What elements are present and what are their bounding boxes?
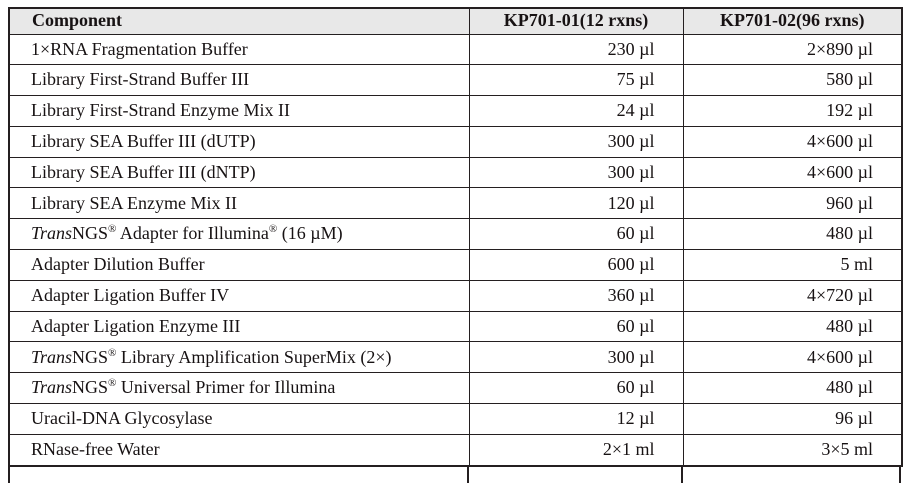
qty-12rxns-cell: 12 µl (468, 403, 684, 435)
component-text: 1×RNA Fragmentation Buffer (31, 38, 248, 59)
qty-96rxns-cell: 192 µl (682, 95, 903, 127)
table-body: 1×RNA Fragmentation Buffer 230 µl 2×890 µl… (8, 33, 903, 467)
table-header: Component KP701-01(12 rxns) KP701-02(96 … (8, 7, 903, 35)
qty-12rxns-cell: 120 µl (468, 187, 684, 220)
component-text: NGS (72, 377, 109, 398)
component-cell: Adapter Ligation Enzyme III (8, 310, 470, 343)
qty-12rxns-cell: 60 µl (468, 218, 684, 251)
qty-96rxns-cell: 2×890 µl (682, 33, 903, 66)
qty-12rxns-cell: 230 µl (468, 33, 684, 66)
qty-96rxns-cell: 480 µl (682, 372, 903, 405)
qty-12rxns-cell: 360 µl (468, 279, 684, 312)
qty-96rxns-cell: 96 µl (682, 403, 903, 435)
component-cell: Adapter Ligation Buffer IV (8, 279, 470, 312)
registered-trademark-symbol: ® (108, 346, 117, 359)
component-cell: Library SEA Enzyme Mix II (8, 187, 470, 220)
brand-name-italic: Trans (31, 223, 73, 244)
component-cell: Library SEA Buffer III (dNTP) (8, 156, 470, 189)
qty-12rxns-cell: 300 µl (468, 156, 684, 189)
component-text: NGS (72, 346, 109, 367)
component-text: Adapter Dilution Buffer (31, 254, 205, 275)
qty-96rxns-cell: 3×5 ml (682, 433, 903, 467)
table-row: Adapter Ligation Enzyme III 60 µl 480 µl (8, 310, 903, 343)
component-cell: TransNGS® Adapter for Illumina® (16 µM) (8, 218, 470, 251)
brand-name-italic: Trans (31, 377, 73, 398)
qty-96rxns-cell: 4×720 µl (682, 279, 903, 312)
component-text: Adapter Ligation Enzyme III (31, 315, 241, 336)
component-text: Library SEA Enzyme Mix II (31, 192, 237, 213)
qty-96rxns-cell: 480 µl (682, 310, 903, 343)
qty-12rxns-cell: 60 µl (468, 372, 684, 405)
component-cell: TransNGS® Library Amplification SuperMix… (8, 341, 470, 374)
table-row: RNase-free Water 2×1 ml 3×5 ml (8, 433, 903, 467)
component-cell: Adapter Dilution Buffer (8, 249, 470, 281)
qty-96rxns-cell: 580 µl (682, 64, 903, 97)
component-cell: Library SEA Buffer III (dUTP) (8, 125, 470, 158)
table-row: Library SEA Buffer III (dUTP) 300 µl 4×600… (8, 125, 903, 158)
qty-12rxns-cell: 75 µl (468, 64, 684, 97)
component-text: RNase-free Water (31, 438, 160, 459)
kit-components-table: Component KP701-01(12 rxns) KP701-02(96 … (8, 7, 903, 467)
table-row: Library SEA Buffer III (dNTP) 300 µl 4×600… (8, 156, 903, 189)
qty-12rxns-cell: 24 µl (468, 95, 684, 127)
qty-12rxns-cell: 2×1 ml (468, 433, 684, 467)
qty-12rxns-cell: 300 µl (468, 125, 684, 158)
cutoff-col1-border (467, 466, 469, 483)
component-text: Universal Primer for Illumina (116, 377, 336, 398)
qty-12rxns-cell: 600 µl (468, 249, 684, 281)
header-kp701-01: KP701-01(12 rxns) (468, 7, 684, 35)
table-row: Uracil-DNA Glycosylase 12 µl 96 µl (8, 403, 903, 435)
table-row: TransNGS® Adapter for Illumina® (16 µM) 6… (8, 218, 903, 251)
component-text: Adapter Ligation Buffer IV (31, 284, 230, 305)
kit-components-table-wrap: Component KP701-01(12 rxns) KP701-02(96 … (8, 7, 903, 483)
table-row: TransNGS® Universal Primer for Illumina 6… (8, 372, 903, 405)
table-row: TransNGS® Library Amplification SuperMix… (8, 341, 903, 374)
component-cell: Library First-Strand Enzyme Mix II (8, 95, 470, 127)
component-text: Library First-Strand Enzyme Mix II (31, 100, 290, 121)
component-text: Library SEA Buffer III (dNTP) (31, 161, 256, 182)
qty-96rxns-cell: 5 ml (682, 249, 903, 281)
qty-12rxns-cell: 300 µl (468, 341, 684, 374)
cutoff-col2-border (681, 466, 683, 483)
cutoff-next-row (8, 466, 901, 483)
table-row: 1×RNA Fragmentation Buffer 230 µl 2×890 µl (8, 33, 903, 66)
qty-96rxns-cell: 960 µl (682, 187, 903, 220)
table-row: Adapter Dilution Buffer 600 µl 5 ml (8, 249, 903, 281)
cutoff-right-border (899, 466, 901, 483)
brand-name-italic: Trans (31, 346, 73, 367)
registered-trademark-symbol: ® (108, 377, 117, 390)
registered-trademark-symbol: ® (268, 223, 278, 236)
component-text: NGS (72, 223, 109, 244)
qty-96rxns-cell: 4×600 µl (682, 341, 903, 374)
component-cell: RNase-free Water (8, 433, 470, 467)
table-row: Library SEA Enzyme Mix II 120 µl 960 µl (8, 187, 903, 220)
header-kp701-02: KP701-02(96 rxns) (682, 7, 903, 35)
table-row: Adapter Ligation Buffer IV 360 µl 4×720 µl (8, 279, 903, 312)
qty-96rxns-cell: 480 µl (682, 218, 903, 251)
component-text: Uracil-DNA Glycosylase (31, 408, 213, 429)
component-cell: 1×RNA Fragmentation Buffer (8, 33, 470, 66)
component-text: Adapter for Illumina (116, 223, 269, 244)
registered-trademark-symbol: ® (108, 223, 117, 236)
table-row: Library First-Strand Enzyme Mix II 24 µl 1… (8, 95, 903, 127)
component-text: (16 µM) (277, 223, 343, 244)
header-component: Component (8, 7, 470, 35)
qty-12rxns-cell: 60 µl (468, 310, 684, 343)
component-cell: TransNGS® Universal Primer for Illumina (8, 372, 470, 405)
qty-96rxns-cell: 4×600 µl (682, 156, 903, 189)
component-cell: Uracil-DNA Glycosylase (8, 403, 470, 435)
cutoff-left-border (8, 466, 10, 483)
component-cell: Library First-Strand Buffer III (8, 64, 470, 97)
qty-96rxns-cell: 4×600 µl (682, 125, 903, 158)
table-row: Library First-Strand Buffer III 75 µl 580 … (8, 64, 903, 97)
component-text: Library First-Strand Buffer III (31, 69, 250, 90)
header-row: Component KP701-01(12 rxns) KP701-02(96 … (8, 7, 903, 35)
component-text: Library Amplification SuperMix (2×) (116, 346, 392, 367)
component-text: Library SEA Buffer III (dUTP) (31, 130, 256, 151)
